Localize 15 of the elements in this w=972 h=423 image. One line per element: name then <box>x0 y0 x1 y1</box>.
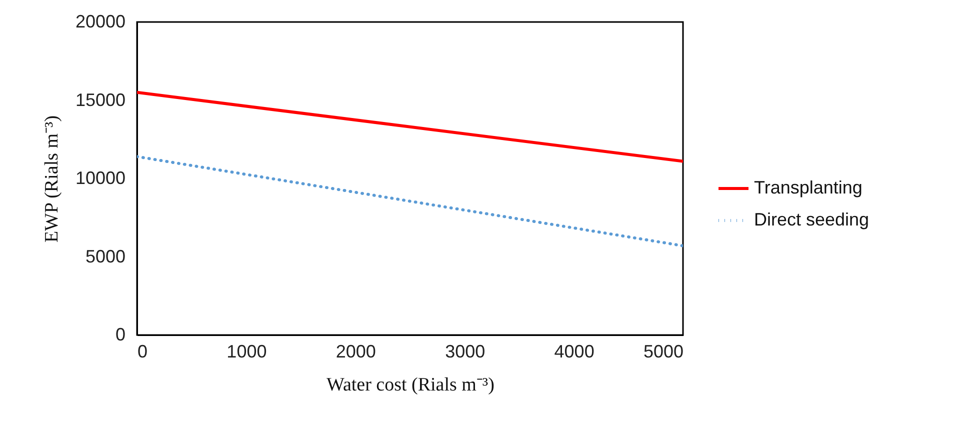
x-tick-label: 2000 <box>336 342 376 362</box>
legend-label: Transplanting <box>754 178 862 198</box>
x-tick-label: 1000 <box>226 342 267 362</box>
x-tick-label: 5000 <box>643 342 684 362</box>
y-tick-label: 0 <box>115 324 126 344</box>
y-tick-label: 20000 <box>75 12 126 32</box>
x-axis-title: Water cost (Rials m⁻³) <box>326 374 494 396</box>
y-axis-title: EWP (Rials m⁻³) <box>41 115 62 243</box>
x-tick-label: 0 <box>138 342 148 362</box>
y-tick-label: 15000 <box>75 90 126 110</box>
x-tick-label: 4000 <box>554 342 594 362</box>
x-tick-label: 3000 <box>445 342 486 362</box>
y-tick-label: 5000 <box>85 246 126 266</box>
y-tick-label: 10000 <box>75 168 126 188</box>
legend-label: Direct seeding <box>754 210 870 230</box>
